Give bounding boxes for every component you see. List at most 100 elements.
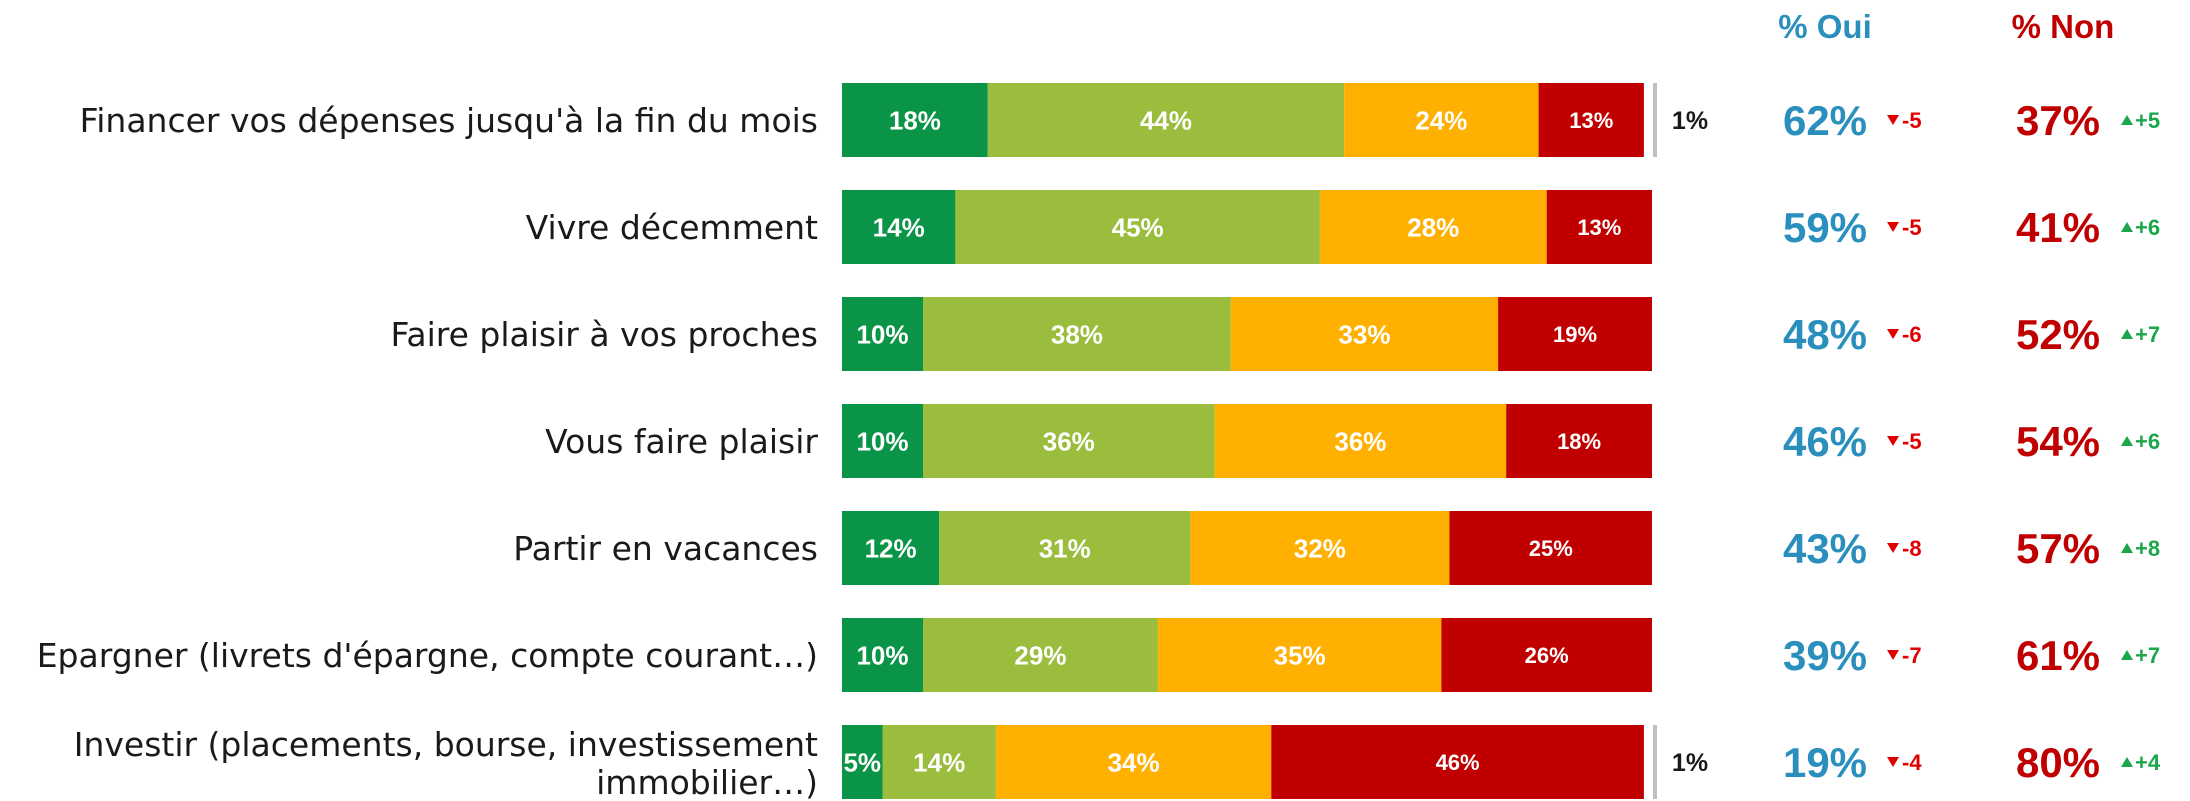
non-value: 37% bbox=[2016, 97, 2100, 144]
oui-value: 48% bbox=[1783, 311, 1867, 358]
arrow-down-icon bbox=[1887, 115, 1899, 125]
arrow-up-icon bbox=[2121, 436, 2133, 446]
bar-segment bbox=[1190, 511, 1450, 585]
segment-value-label: 13% bbox=[1569, 108, 1613, 133]
segment-value-label: 28% bbox=[1407, 212, 1459, 242]
arrow-up-icon bbox=[2121, 543, 2133, 553]
segment-value-label: 34% bbox=[1108, 747, 1160, 777]
segment-value-label: 45% bbox=[1112, 212, 1164, 242]
segment-value-label: 25% bbox=[1529, 536, 1573, 561]
arrow-up-icon bbox=[2121, 757, 2133, 767]
oui-delta: -7 bbox=[1902, 643, 1922, 668]
arrow-up-icon bbox=[2121, 329, 2133, 339]
segment-value-label: 29% bbox=[1014, 640, 1066, 670]
non-delta: +6 bbox=[2135, 429, 2160, 454]
bar-segment bbox=[1441, 618, 1652, 692]
arrow-up-icon bbox=[2121, 650, 2133, 660]
bar-segment bbox=[842, 725, 883, 799]
bar-segment bbox=[882, 725, 996, 799]
oui-value: 46% bbox=[1783, 418, 1867, 465]
segment-value-label: 10% bbox=[856, 319, 908, 349]
segment-value-label: 14% bbox=[913, 747, 965, 777]
segment-value-label: 10% bbox=[856, 426, 908, 456]
non-value: 54% bbox=[2016, 418, 2100, 465]
category-label: Financer vos dépenses jusqu'à la fin du … bbox=[80, 101, 818, 140]
oui-delta: -4 bbox=[1902, 750, 1922, 775]
non-delta: +6 bbox=[2135, 215, 2160, 240]
oui-delta: -5 bbox=[1902, 215, 1922, 240]
segment-value-label: 44% bbox=[1140, 105, 1192, 135]
arrow-down-icon bbox=[1887, 757, 1899, 767]
non-delta: +7 bbox=[2135, 322, 2160, 347]
non-value: 41% bbox=[2016, 204, 2100, 251]
arrow-down-icon bbox=[1887, 329, 1899, 339]
segment-value-label: 26% bbox=[1525, 643, 1569, 668]
category-label-line: Investir (placements, bourse, investisse… bbox=[74, 725, 818, 764]
segment-value-label: 31% bbox=[1039, 533, 1091, 563]
oui-delta: -6 bbox=[1902, 322, 1922, 347]
arrow-up-icon bbox=[2121, 115, 2133, 125]
remainder-label: 1% bbox=[1672, 749, 1708, 777]
category-label: Vous faire plaisir bbox=[545, 422, 818, 461]
bar-segment bbox=[1538, 83, 1644, 157]
segment-value-label: 14% bbox=[873, 212, 925, 242]
bar-segment bbox=[955, 190, 1320, 264]
bar-segment bbox=[842, 190, 956, 264]
segment-value-label: 36% bbox=[1043, 426, 1095, 456]
bar-segment bbox=[923, 618, 1158, 692]
bar-segment bbox=[1344, 83, 1539, 157]
segment-value-label: 10% bbox=[856, 640, 908, 670]
bar-segment bbox=[939, 511, 1191, 585]
non-value: 52% bbox=[2016, 311, 2100, 358]
bar-segment bbox=[1449, 511, 1652, 585]
oui-value: 19% bbox=[1783, 739, 1867, 786]
segment-value-label: 24% bbox=[1415, 105, 1467, 135]
bar-segment bbox=[987, 83, 1345, 157]
oui-value: 39% bbox=[1783, 632, 1867, 679]
bar-segment bbox=[842, 297, 923, 371]
header-non: % Non bbox=[2012, 8, 2115, 45]
bar-segment bbox=[995, 725, 1272, 799]
segment-value-label: 35% bbox=[1274, 640, 1326, 670]
oui-delta: -5 bbox=[1902, 429, 1922, 454]
segment-value-label: 18% bbox=[1557, 429, 1601, 454]
non-value: 57% bbox=[2016, 525, 2100, 572]
category-label: Epargner (livrets d'épargne, compte cour… bbox=[37, 636, 818, 675]
bar-segment bbox=[1498, 297, 1652, 371]
oui-value: 59% bbox=[1783, 204, 1867, 251]
arrow-down-icon bbox=[1887, 650, 1899, 660]
non-value: 80% bbox=[2016, 739, 2100, 786]
arrow-down-icon bbox=[1887, 222, 1899, 232]
segment-value-label: 18% bbox=[889, 105, 941, 135]
bar-segment bbox=[1271, 725, 1644, 799]
segment-value-label: 33% bbox=[1338, 319, 1390, 349]
bar-segment bbox=[842, 83, 988, 157]
bar-segment bbox=[842, 404, 923, 478]
arrow-down-icon bbox=[1887, 436, 1899, 446]
bar-segment bbox=[923, 297, 1231, 371]
segment-value-label: 36% bbox=[1334, 426, 1386, 456]
bar-segment bbox=[842, 511, 940, 585]
bar-segment bbox=[1319, 190, 1547, 264]
bar-segment bbox=[923, 404, 1215, 478]
non-value: 61% bbox=[2016, 632, 2100, 679]
non-delta: +8 bbox=[2135, 536, 2160, 561]
segment-value-label: 46% bbox=[1436, 750, 1480, 775]
header-oui: % Oui bbox=[1778, 8, 1872, 45]
segment-value-label: 19% bbox=[1553, 322, 1597, 347]
segment-value-label: 32% bbox=[1294, 533, 1346, 563]
bar-segment bbox=[1230, 297, 1499, 371]
category-label: Vivre décemment bbox=[526, 208, 818, 247]
remainder-marker bbox=[1653, 83, 1657, 157]
oui-value: 62% bbox=[1783, 97, 1867, 144]
non-delta: +7 bbox=[2135, 643, 2160, 668]
remainder-marker bbox=[1653, 725, 1657, 799]
arrow-up-icon bbox=[2121, 222, 2133, 232]
oui-delta: -8 bbox=[1902, 536, 1922, 561]
arrow-down-icon bbox=[1887, 543, 1899, 553]
remainder-label: 1% bbox=[1672, 107, 1708, 135]
bar-segment bbox=[1506, 404, 1652, 478]
oui-value: 43% bbox=[1783, 525, 1867, 572]
non-delta: +5 bbox=[2135, 108, 2160, 133]
